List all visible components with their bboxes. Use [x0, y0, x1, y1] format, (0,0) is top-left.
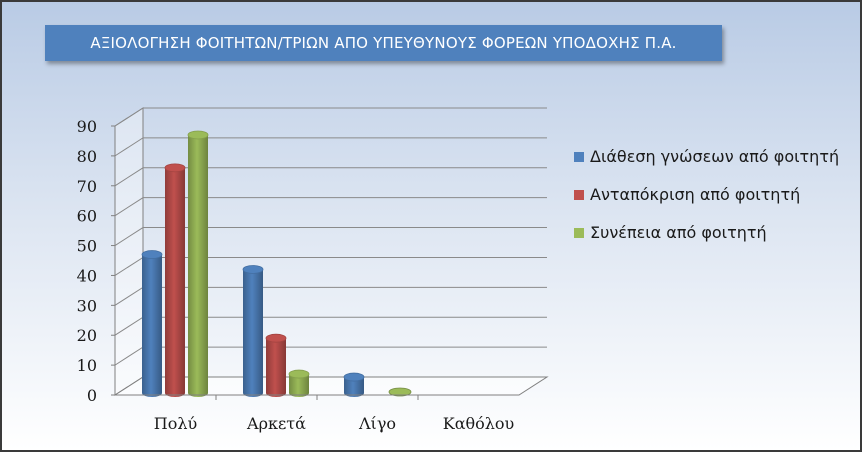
y-tick-label: 90	[77, 117, 97, 136]
side-wall	[114, 107, 144, 396]
legend-label-response: Ανταπόκριση από φοιτητή	[590, 185, 801, 204]
y-tick-label: 50	[77, 237, 97, 256]
legend-swatch-green	[574, 228, 584, 238]
bars	[141, 130, 412, 397]
gridline	[114, 107, 547, 127]
x-tick-label: Πολύ	[154, 414, 197, 433]
legend-item-consistency: Συνέπεια από φοιτητή	[574, 221, 859, 245]
x-tick-label: Αρκετά	[246, 414, 306, 433]
y-tick-label: 60	[77, 207, 97, 226]
x-tick-label: Λίγο	[358, 414, 396, 433]
gridline	[114, 167, 547, 187]
gridline	[114, 137, 547, 157]
bar	[343, 372, 365, 397]
y-tick-label: 40	[77, 266, 97, 285]
y-tick-label: 30	[77, 296, 97, 315]
bar	[242, 265, 264, 397]
bar	[265, 333, 287, 397]
y-tick-label: 70	[77, 177, 97, 196]
x-tick-label: Καθόλου	[443, 414, 515, 433]
bar	[187, 130, 209, 397]
legend-swatch-blue	[574, 152, 584, 162]
chart-walls	[113, 107, 549, 396]
chart-title: ΑΞΙΟΛΟΓΗΣΗ ΦΟΙΤΗΤΩΝ/ΤΡΙΩΝ ΑΠΟ ΥΠΕΥΘΥΝΟΥΣ…	[90, 34, 677, 52]
y-tick-label: 0	[87, 386, 97, 405]
y-tick-label: 80	[77, 147, 97, 166]
bar	[164, 163, 186, 397]
y-tick-label: 20	[77, 326, 97, 345]
bar	[388, 387, 412, 397]
x-axis-ticks: Πολύ Αρκετά Λίγο Καθόλου	[115, 394, 519, 433]
gridline	[114, 227, 547, 246]
legend-label-consistency: Συνέπεια από φοιτητή	[590, 223, 767, 242]
legend-swatch-red	[574, 190, 584, 200]
gridline	[114, 197, 547, 217]
y-tick-label: 10	[77, 356, 97, 375]
legend-item-response: Ανταπόκριση από φοιτητή	[574, 183, 859, 207]
bar	[288, 369, 310, 397]
legend: Διάθεση γνώσεων από φοιτητή Ανταπόκριση …	[574, 145, 859, 259]
bar	[141, 250, 163, 397]
chart-title-box: ΑΞΙΟΛΟΓΗΣΗ ΦΟΙΤΗΤΩΝ/ΤΡΙΩΝ ΑΠΟ ΥΠΕΥΘΥΝΟΥΣ…	[45, 25, 722, 61]
legend-label-knowledge: Διάθεση γνώσεων από φοιτητή	[590, 147, 840, 166]
y-axis-ticks: 0 10 20 30 40 50 60 70 80 90	[77, 117, 116, 405]
legend-item-knowledge: Διάθεση γνώσεων από φοιτητή	[574, 145, 859, 169]
